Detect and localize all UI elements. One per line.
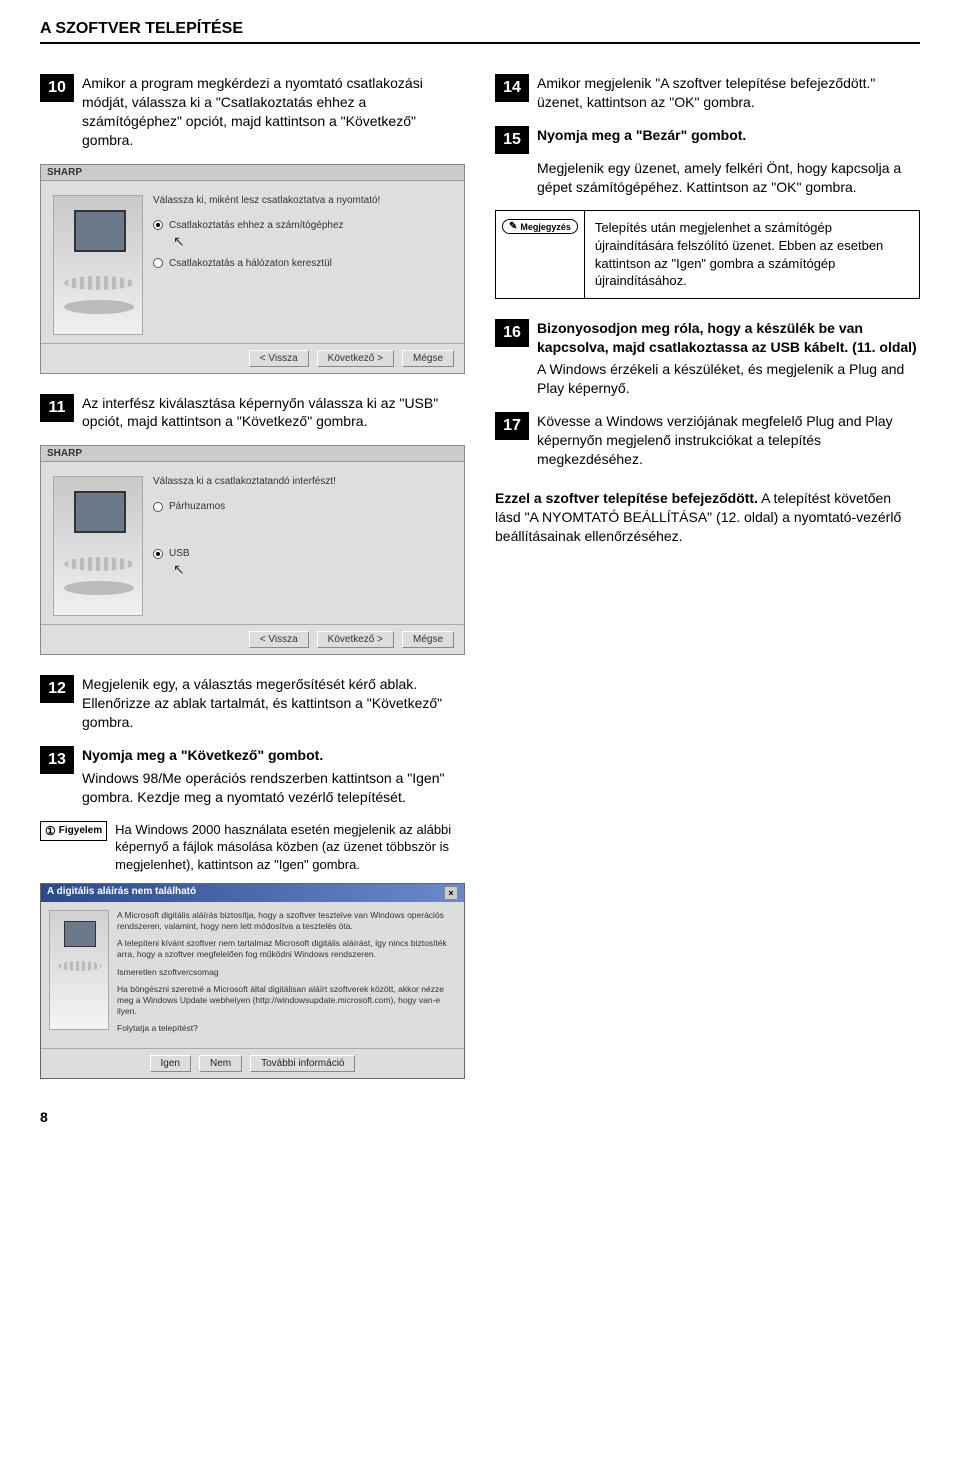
step-number: 12 [40,675,74,703]
no-button[interactable]: Nem [199,1055,242,1072]
radio-parallel[interactable]: Párhuzamos [153,501,452,512]
page-header: A SZOFTVER TELEPÍTÉSE [40,20,920,44]
next-button[interactable]: Következő > [317,350,394,367]
step-number: 11 [40,394,74,422]
step-bold: Nyomja meg a "Bezár" gombot. [537,126,920,145]
close-icon[interactable]: × [444,886,458,900]
radio-dot-icon [153,502,163,512]
note-pill: Megjegyzés [502,219,578,234]
step-11: 11 Az interfész kiválasztása képernyőn v… [40,394,465,432]
figyelem-text: Ha Windows 2000 használata esetén megjel… [115,821,465,874]
step-bold: Nyomja meg a "Következő" gombot. [82,746,465,765]
step-text: Amikor megjelenik "A szoftver telepítése… [537,74,920,112]
step-number: 13 [40,746,74,774]
radio-usb[interactable]: USB [153,548,452,559]
step-16: 16 Bizonyosodjon meg róla, hogy a készül… [495,319,920,399]
dialog-question: Válassza ki a csatlakoztatandó interfész… [153,476,452,487]
step-plain: Windows 98/Me operációs rendszerben katt… [82,769,465,807]
note-text: Telepítés után megjelenhet a számítógép … [585,211,919,297]
step-text: Kövesse a Windows verziójának megfelelő … [537,412,920,469]
sig-art-icon [49,910,109,1030]
step-17: 17 Kövesse a Windows verziójának megfele… [495,412,920,469]
col-left: 10 Amikor a program megkérdezi a nyomtat… [40,74,465,1079]
step-number: 10 [40,74,74,102]
col-right: 14 Amikor megjelenik "A szoftver telepít… [495,74,920,1079]
step-15: 15 Nyomja meg a "Bezár" gombot. Megjelen… [495,126,920,197]
radio-label: Csatlakoztatás ehhez a számítógéphez [169,220,344,231]
step-plain: Megjelenik egy üzenet, amely felkéri Önt… [537,159,920,197]
step-plain: A Windows érzékeli a készüléket, és megj… [537,360,920,398]
cancel-button[interactable]: Mégse [402,631,454,648]
note-box: Megjegyzés Telepítés után megjelenhet a … [495,210,920,298]
sig-p3: Ismeretlen szoftvercsomag [117,967,456,978]
next-button[interactable]: Következő > [317,631,394,648]
radio-label: Párhuzamos [169,501,225,512]
step-number: 16 [495,319,529,347]
back-button[interactable]: < Vissza [249,350,309,367]
step-13: 13 Nyomja meg a "Következő" gombot. Wind… [40,746,465,807]
back-button[interactable]: < Vissza [249,631,309,648]
step-text: Amikor a program megkérdezi a nyomtató c… [82,74,465,150]
sig-p4: Ha böngészni szeretné a Microsoft által … [117,984,456,1017]
dialog-title: SHARP [41,446,464,462]
more-info-button[interactable]: További információ [250,1055,355,1072]
radio-dot-icon [153,220,163,230]
cursor-icon: ↖ [173,561,452,578]
radio-this-computer[interactable]: Csatlakoztatás ehhez a számítógéphez [153,220,452,231]
step-number: 14 [495,74,529,102]
dialog-art-icon [53,195,143,335]
closing-text: Ezzel a szoftver telepítése befejeződött… [495,489,920,546]
step-10: 10 Amikor a program megkérdezi a nyomtat… [40,74,465,150]
step-14: 14 Amikor megjelenik "A szoftver telepít… [495,74,920,112]
columns: 10 Amikor a program megkérdezi a nyomtat… [40,74,920,1079]
step-12: 12 Megjelenik egy, a választás megerősít… [40,675,465,732]
dialog-interface: SHARP Válassza ki a csatlakoztatandó int… [40,445,465,655]
step-text: Az interfész kiválasztása képernyőn vála… [82,394,465,432]
sig-p1: A Microsoft digitális aláírás biztosítja… [117,910,456,932]
figyelem-box: Figyelem Ha Windows 2000 használata eset… [40,821,465,874]
sig-p2: A telepíteni kívánt szoftver nem tartalm… [117,938,456,960]
step-number: 17 [495,412,529,440]
closing-bold: Ezzel a szoftver telepítése befejeződött… [495,490,758,506]
radio-dot-icon [153,258,163,268]
dialog-question: Válassza ki, miként lesz csatlakoztatva … [153,195,452,206]
sig-title-text: A digitális aláírás nem található [47,886,196,900]
sig-p5: Folytatja a telepítést? [117,1023,456,1034]
step-number: 15 [495,126,529,154]
radio-network[interactable]: Csatlakoztatás a hálózaton keresztül [153,258,452,269]
cursor-icon: ↖ [173,233,452,250]
radio-dot-icon [153,549,163,559]
dialog-connection: SHARP Válassza ki, miként lesz csatlakoz… [40,164,465,374]
step-bold: Bizonyosodjon meg róla, hogy a készülék … [537,319,920,357]
radio-label: USB [169,548,190,559]
yes-button[interactable]: Igen [150,1055,191,1072]
dialog-art-icon [53,476,143,616]
signature-dialog: A digitális aláírás nem található × A Mi… [40,883,465,1078]
step-text: Megjelenik egy, a választás megerősítésé… [82,675,465,732]
dialog-title: SHARP [41,165,464,181]
figyelem-label: Figyelem [40,821,107,841]
cancel-button[interactable]: Mégse [402,350,454,367]
radio-label: Csatlakoztatás a hálózaton keresztül [169,258,332,269]
page-number: 8 [40,1109,920,1125]
